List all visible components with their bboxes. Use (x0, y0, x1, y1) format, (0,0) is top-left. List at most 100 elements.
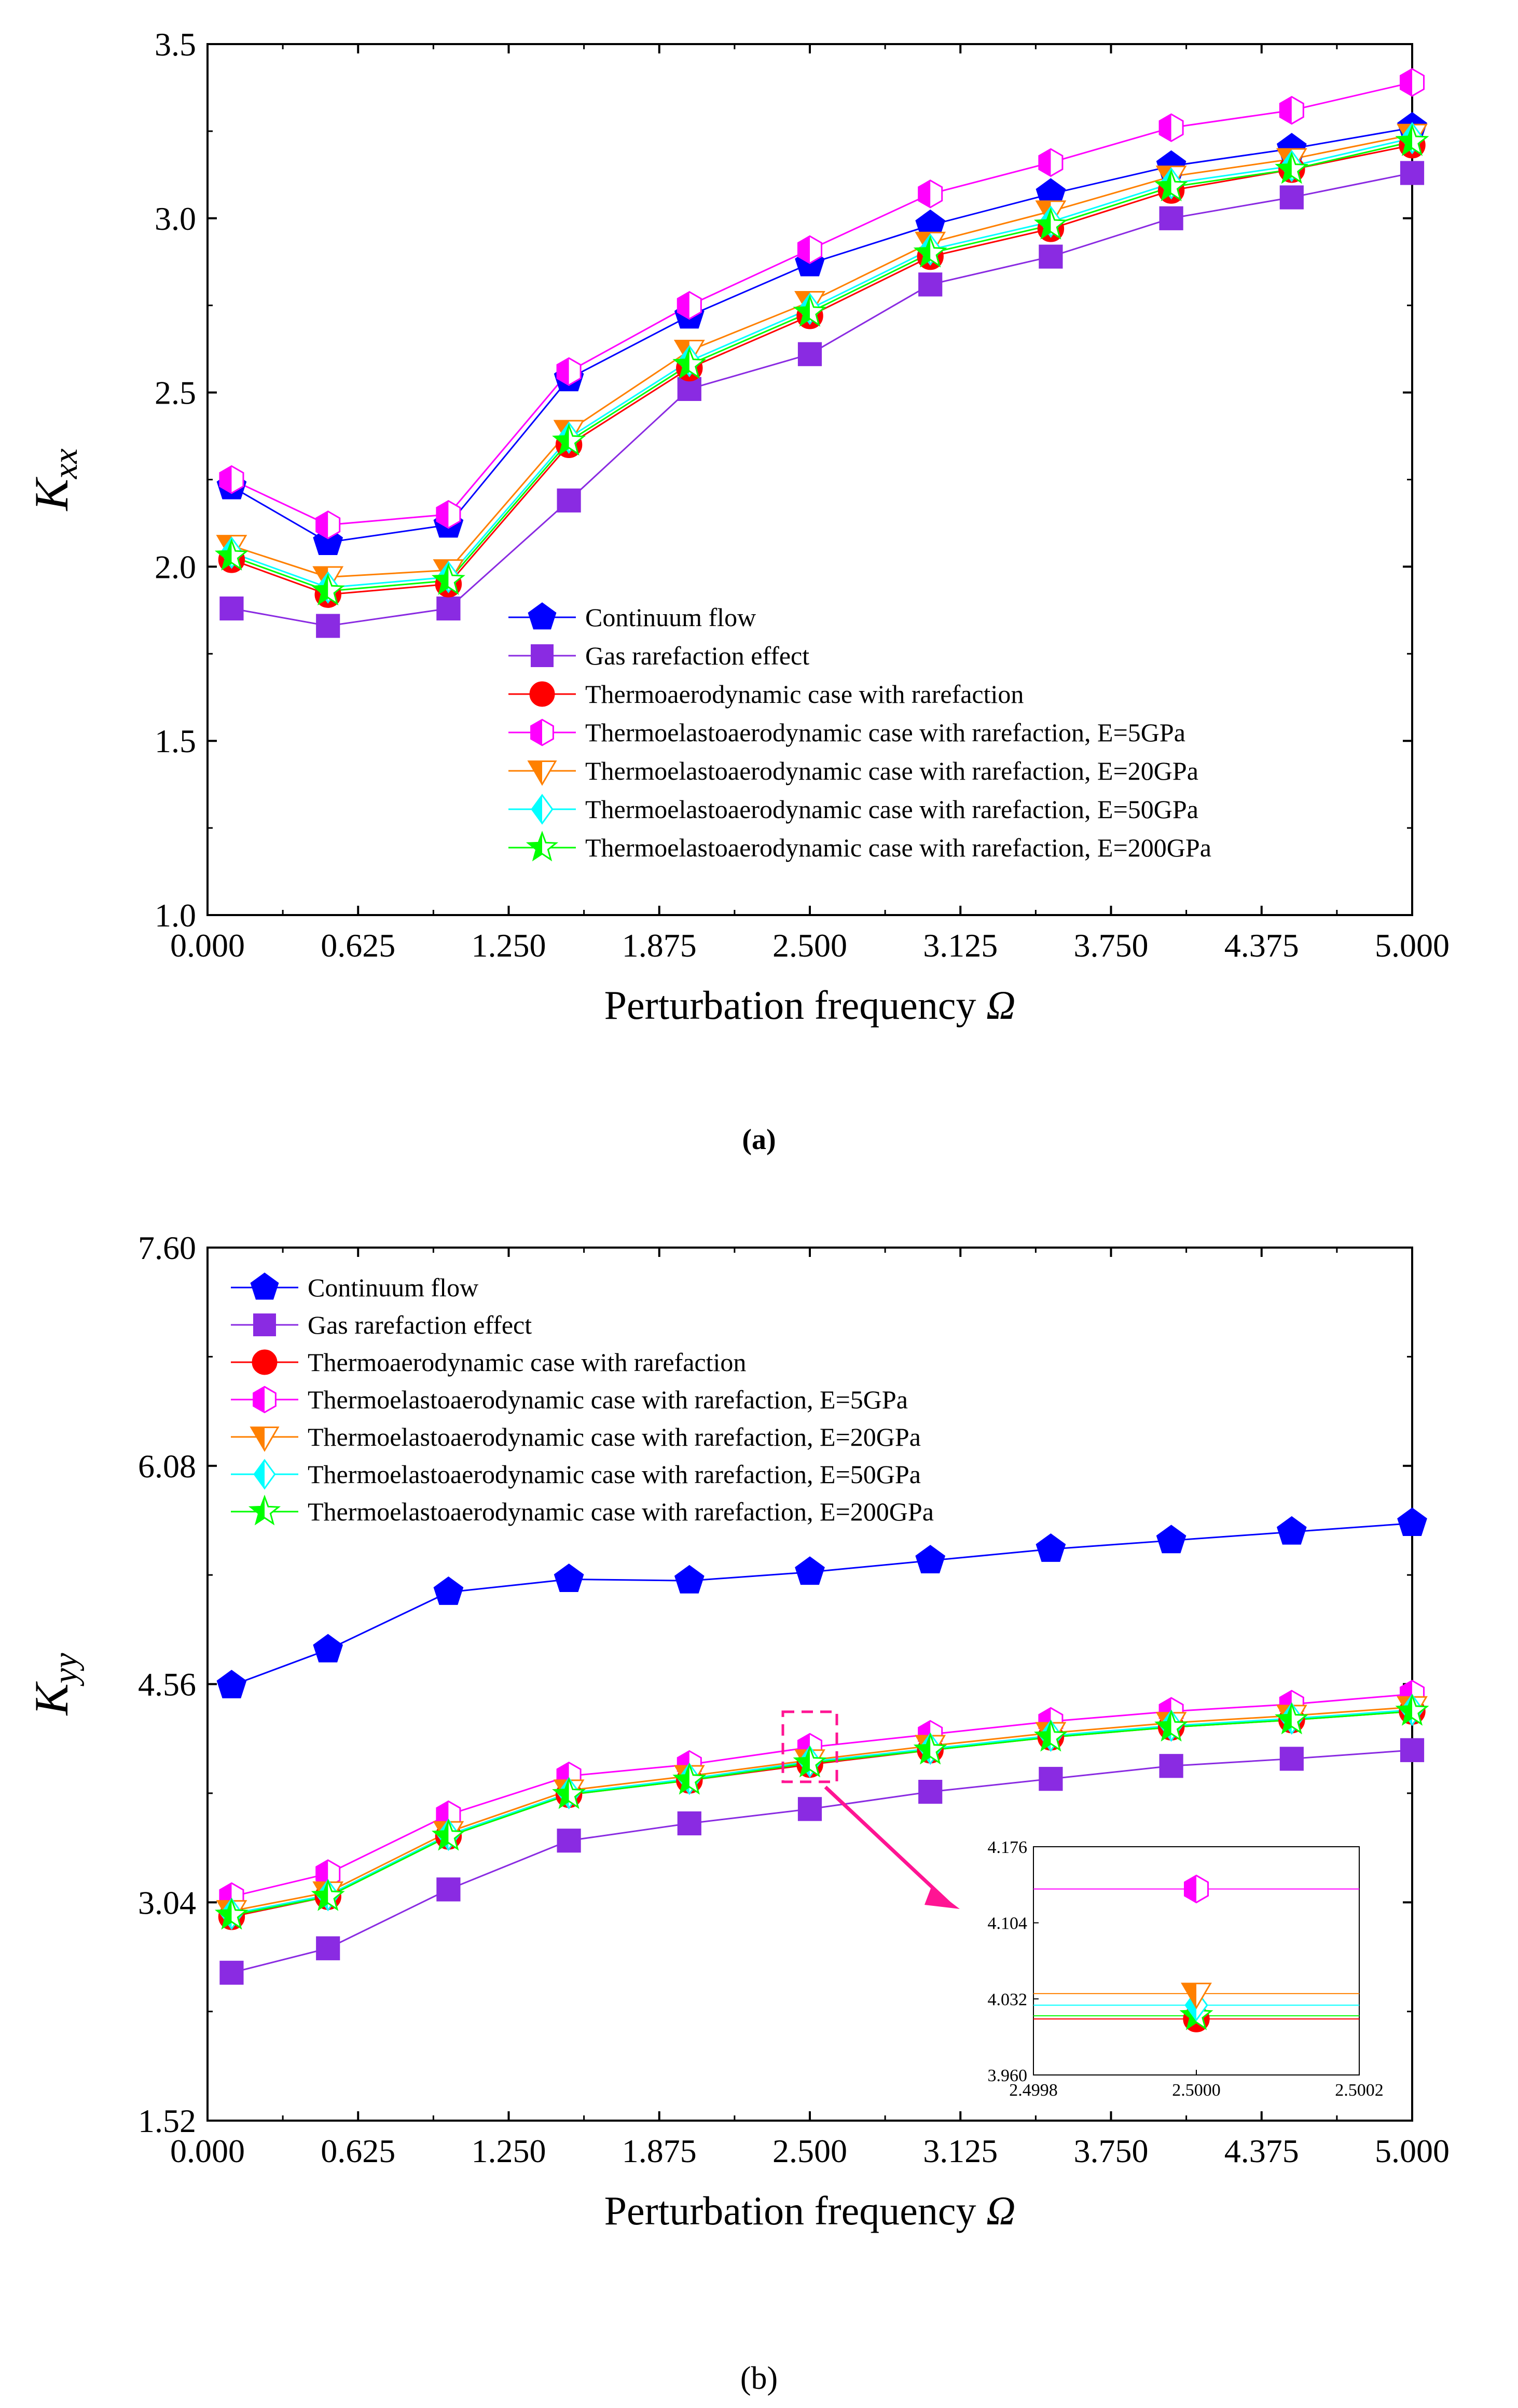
data-point-e5 (1279, 95, 1304, 125)
x-tick-label: 0.000 (170, 927, 245, 964)
data-point-continuum (915, 1545, 946, 1573)
data-point-e200 (672, 347, 707, 379)
y-axis-title: Kxx (25, 449, 85, 512)
data-point-continuum (216, 1669, 247, 1698)
x-tick-label: 5.000 (1375, 2133, 1450, 2169)
data-point-e5 (677, 290, 702, 320)
panel-a-chart: 0.000 0.625 1.250 1.875 2.500 3.125 3.750 4.375… (25, 26, 1450, 1028)
x-tick-label: 0.000 (170, 2133, 245, 2169)
legend-label: Thermoelastoaerodynamic case with rarefa… (585, 756, 1198, 785)
data-point-e200 (1275, 151, 1309, 184)
series-line-e50 (231, 137, 1413, 589)
y-tick-label: 1.52 (138, 2102, 196, 2139)
data-point-rarefaction (1279, 185, 1304, 210)
data-point-continuum (674, 1565, 705, 1594)
inset-y-tick-label: 4.176 (988, 1838, 1028, 1857)
data-point-e5 (797, 235, 823, 264)
y-tick-label: 7.60 (138, 1229, 196, 1266)
data-point-rarefaction (219, 1960, 244, 1985)
zoom-arrow (824, 1786, 952, 1906)
panel-b-chart: 0.000 0.625 1.250 1.875 2.500 3.125 3.750 4.375… (25, 1229, 1450, 2233)
data-point-e200 (1395, 123, 1429, 156)
x-tick-label: 3.750 (1074, 927, 1149, 964)
data-point-e5 (556, 357, 582, 386)
x-tick-label: 2.500 (772, 2133, 847, 2169)
legend-label: Gas rarefaction effect (308, 1310, 532, 1339)
y-tick-label: 4.56 (138, 1666, 196, 1703)
panel-a-label: (a) (742, 1124, 776, 1156)
data-point-rarefaction (1400, 161, 1425, 185)
legend-label: Thermoaerodynamic case with rarefaction (308, 1348, 746, 1377)
data-point-continuum (313, 1634, 343, 1663)
data-point-e200 (311, 573, 345, 606)
data-point-rarefaction (1279, 1747, 1304, 1771)
data-point-continuum (1276, 1516, 1307, 1545)
legend-marker-continuum (528, 602, 557, 630)
x-tick-label: 1.875 (622, 2133, 697, 2169)
zoom-highlight-box (781, 1710, 838, 1783)
inset-chart: 3.960 4.032 4.104 4.176 2.4998 2.5000 2.5002 (988, 1838, 1384, 2100)
x-tick-label: 4.375 (1224, 927, 1299, 964)
data-point-e200 (431, 1818, 465, 1851)
data-point-e200 (1154, 169, 1189, 202)
legend-marker-e5 (530, 718, 554, 746)
data-point-e200 (913, 235, 947, 268)
data-point-continuum (433, 1576, 464, 1605)
data-point-e200 (431, 563, 465, 595)
legend-marker-e20 (250, 1426, 280, 1452)
data-point-continuum (554, 1563, 584, 1592)
data-point-rarefaction (557, 1829, 581, 1853)
data-point-rarefaction (219, 596, 244, 621)
series-line-thermo (231, 144, 1413, 596)
legend-marker-thermo (529, 681, 555, 707)
y-tick-label: 1.5 (155, 723, 196, 759)
legend-marker-rarefaction (253, 1313, 276, 1337)
inset-y-tick-label: 4.032 (988, 1990, 1028, 2009)
data-point-rarefaction (1039, 244, 1063, 269)
data-point-e200 (1033, 1719, 1068, 1752)
data-point-e200 (793, 294, 827, 327)
legend-marker-e200 (248, 1494, 281, 1526)
x-axis-title: Perturbation frequency Ω (604, 982, 1016, 1028)
data-point-e200 (552, 1777, 586, 1809)
inset-x-tick-label: 2.5000 (1172, 2081, 1221, 2100)
x-tick-label: 3.125 (923, 927, 998, 964)
series-line-e20 (231, 134, 1413, 578)
data-point-e200 (1395, 1693, 1429, 1726)
legend-marker-e5 (253, 1386, 277, 1414)
legend-label: Thermoaerodynamic case with rarefaction (585, 680, 1024, 709)
x-tick-label: 1.250 (472, 2133, 546, 2169)
legend-marker-thermo (252, 1349, 278, 1375)
y-tick-label: 2.5 (155, 375, 196, 411)
data-point-rarefaction (677, 1811, 701, 1836)
inset-y-tick-label: 4.104 (988, 1914, 1028, 1933)
legend-label: Thermoelastoaerodynamic case with rarefa… (585, 833, 1211, 862)
legend-marker-e200 (526, 831, 559, 862)
x-tick-label: 3.750 (1074, 2133, 1149, 2169)
legend-marker-e50 (531, 794, 554, 825)
data-point-e200 (214, 538, 249, 571)
data-point-rarefaction (1159, 1754, 1183, 1778)
y-tick-label: 3.04 (138, 1884, 196, 1921)
data-point-e5 (918, 179, 943, 209)
x-tick-label: 1.250 (472, 927, 546, 964)
data-point-rarefaction (918, 272, 943, 297)
data-point-rarefaction (316, 1936, 340, 1960)
inset-x-tick-label: 2.4998 (1009, 2081, 1058, 2100)
legend-label: Thermoelastoaerodynamic case with rarefa… (308, 1422, 921, 1451)
legend-marker-e20 (527, 760, 557, 786)
x-tick-label: 2.500 (772, 927, 847, 964)
y-tick-label: 1.0 (155, 897, 196, 934)
data-point-continuum (1156, 1525, 1186, 1554)
series-line-continuum (231, 127, 1413, 543)
series-line-e200 (231, 141, 1413, 592)
legend-label: Continuum flow (585, 603, 756, 632)
data-point-e5 (436, 500, 461, 529)
data-point-rarefaction (1039, 1767, 1063, 1791)
data-point-e200 (552, 423, 586, 456)
data-point-e200 (793, 1745, 827, 1778)
legend-label: Gas rarefaction effect (585, 641, 809, 670)
data-point-e200 (1275, 1702, 1309, 1735)
series-line-rarefaction (231, 172, 1413, 627)
